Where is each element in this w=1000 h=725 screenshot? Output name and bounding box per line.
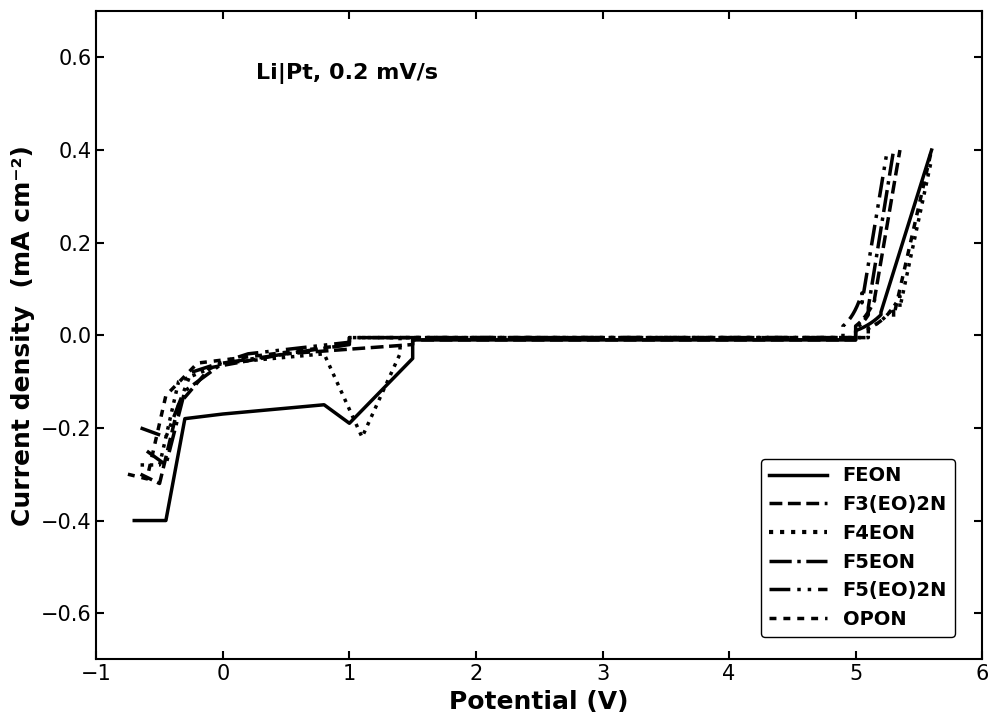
F4EON bbox=[318, 349, 330, 358]
Line: F3(EO)2N: F3(EO)2N bbox=[141, 150, 900, 484]
F5EON bbox=[278, 349, 290, 358]
F5EON bbox=[158, 459, 170, 468]
F4EON bbox=[380, 379, 392, 388]
F4EON bbox=[874, 317, 886, 326]
F5EON bbox=[880, 194, 892, 203]
F3(EO)2N bbox=[154, 479, 166, 488]
F5EON bbox=[874, 233, 886, 241]
OPON bbox=[926, 146, 938, 154]
F5(EO)2N bbox=[867, 230, 879, 239]
Line: F5(EO)2N: F5(EO)2N bbox=[141, 150, 887, 437]
OPON bbox=[236, 353, 248, 362]
FEON bbox=[175, 436, 187, 445]
F3(EO)2N bbox=[242, 357, 254, 365]
F3(EO)2N bbox=[864, 305, 876, 314]
F4EON bbox=[135, 460, 147, 469]
Line: F4EON: F4EON bbox=[141, 160, 932, 465]
FEON bbox=[866, 318, 878, 326]
F5EON bbox=[160, 460, 172, 469]
F4EON bbox=[887, 303, 899, 312]
OPON bbox=[122, 470, 134, 478]
F4EON bbox=[154, 460, 166, 469]
OPON bbox=[885, 306, 897, 315]
Legend: FEON, F3(EO)2N, F4EON, F5EON, F5(EO)2N, OPON: FEON, F3(EO)2N, F4EON, F5EON, F5(EO)2N, … bbox=[761, 459, 955, 637]
F5EON bbox=[215, 360, 227, 369]
OPON bbox=[126, 471, 138, 480]
F5(EO)2N bbox=[168, 411, 180, 420]
FEON bbox=[910, 196, 922, 204]
FEON bbox=[128, 516, 140, 525]
F4EON bbox=[926, 155, 938, 164]
F3(EO)2N bbox=[135, 470, 147, 478]
Line: FEON: FEON bbox=[134, 150, 932, 521]
F3(EO)2N bbox=[293, 349, 305, 357]
OPON bbox=[141, 474, 153, 483]
F5(EO)2N bbox=[881, 146, 893, 154]
F5(EO)2N bbox=[157, 432, 169, 441]
Line: OPON: OPON bbox=[128, 150, 932, 479]
OPON bbox=[573, 334, 585, 342]
FEON bbox=[407, 354, 419, 362]
F5(EO)2N bbox=[873, 193, 885, 202]
X-axis label: Potential (V): Potential (V) bbox=[449, 690, 629, 714]
F5EON bbox=[166, 436, 178, 444]
OPON bbox=[540, 334, 552, 342]
F5(EO)2N bbox=[135, 423, 147, 432]
F3(EO)2N bbox=[857, 315, 869, 323]
F3(EO)2N bbox=[894, 146, 906, 154]
Line: F5EON: F5EON bbox=[147, 150, 894, 465]
F3(EO)2N bbox=[782, 336, 794, 344]
F5(EO)2N bbox=[160, 433, 172, 442]
FEON bbox=[183, 414, 195, 423]
FEON bbox=[403, 357, 415, 366]
F4EON bbox=[613, 334, 625, 342]
OPON bbox=[898, 266, 910, 275]
F5(EO)2N bbox=[239, 350, 251, 359]
Text: Li|Pt, 0.2 mV/s: Li|Pt, 0.2 mV/s bbox=[256, 63, 438, 84]
Y-axis label: Current density  (mA cm⁻²): Current density (mA cm⁻²) bbox=[11, 145, 35, 526]
F5EON bbox=[888, 146, 900, 154]
F5EON bbox=[141, 447, 153, 455]
F3(EO)2N bbox=[858, 313, 870, 322]
F5(EO)2N bbox=[291, 344, 303, 352]
FEON bbox=[926, 146, 938, 154]
